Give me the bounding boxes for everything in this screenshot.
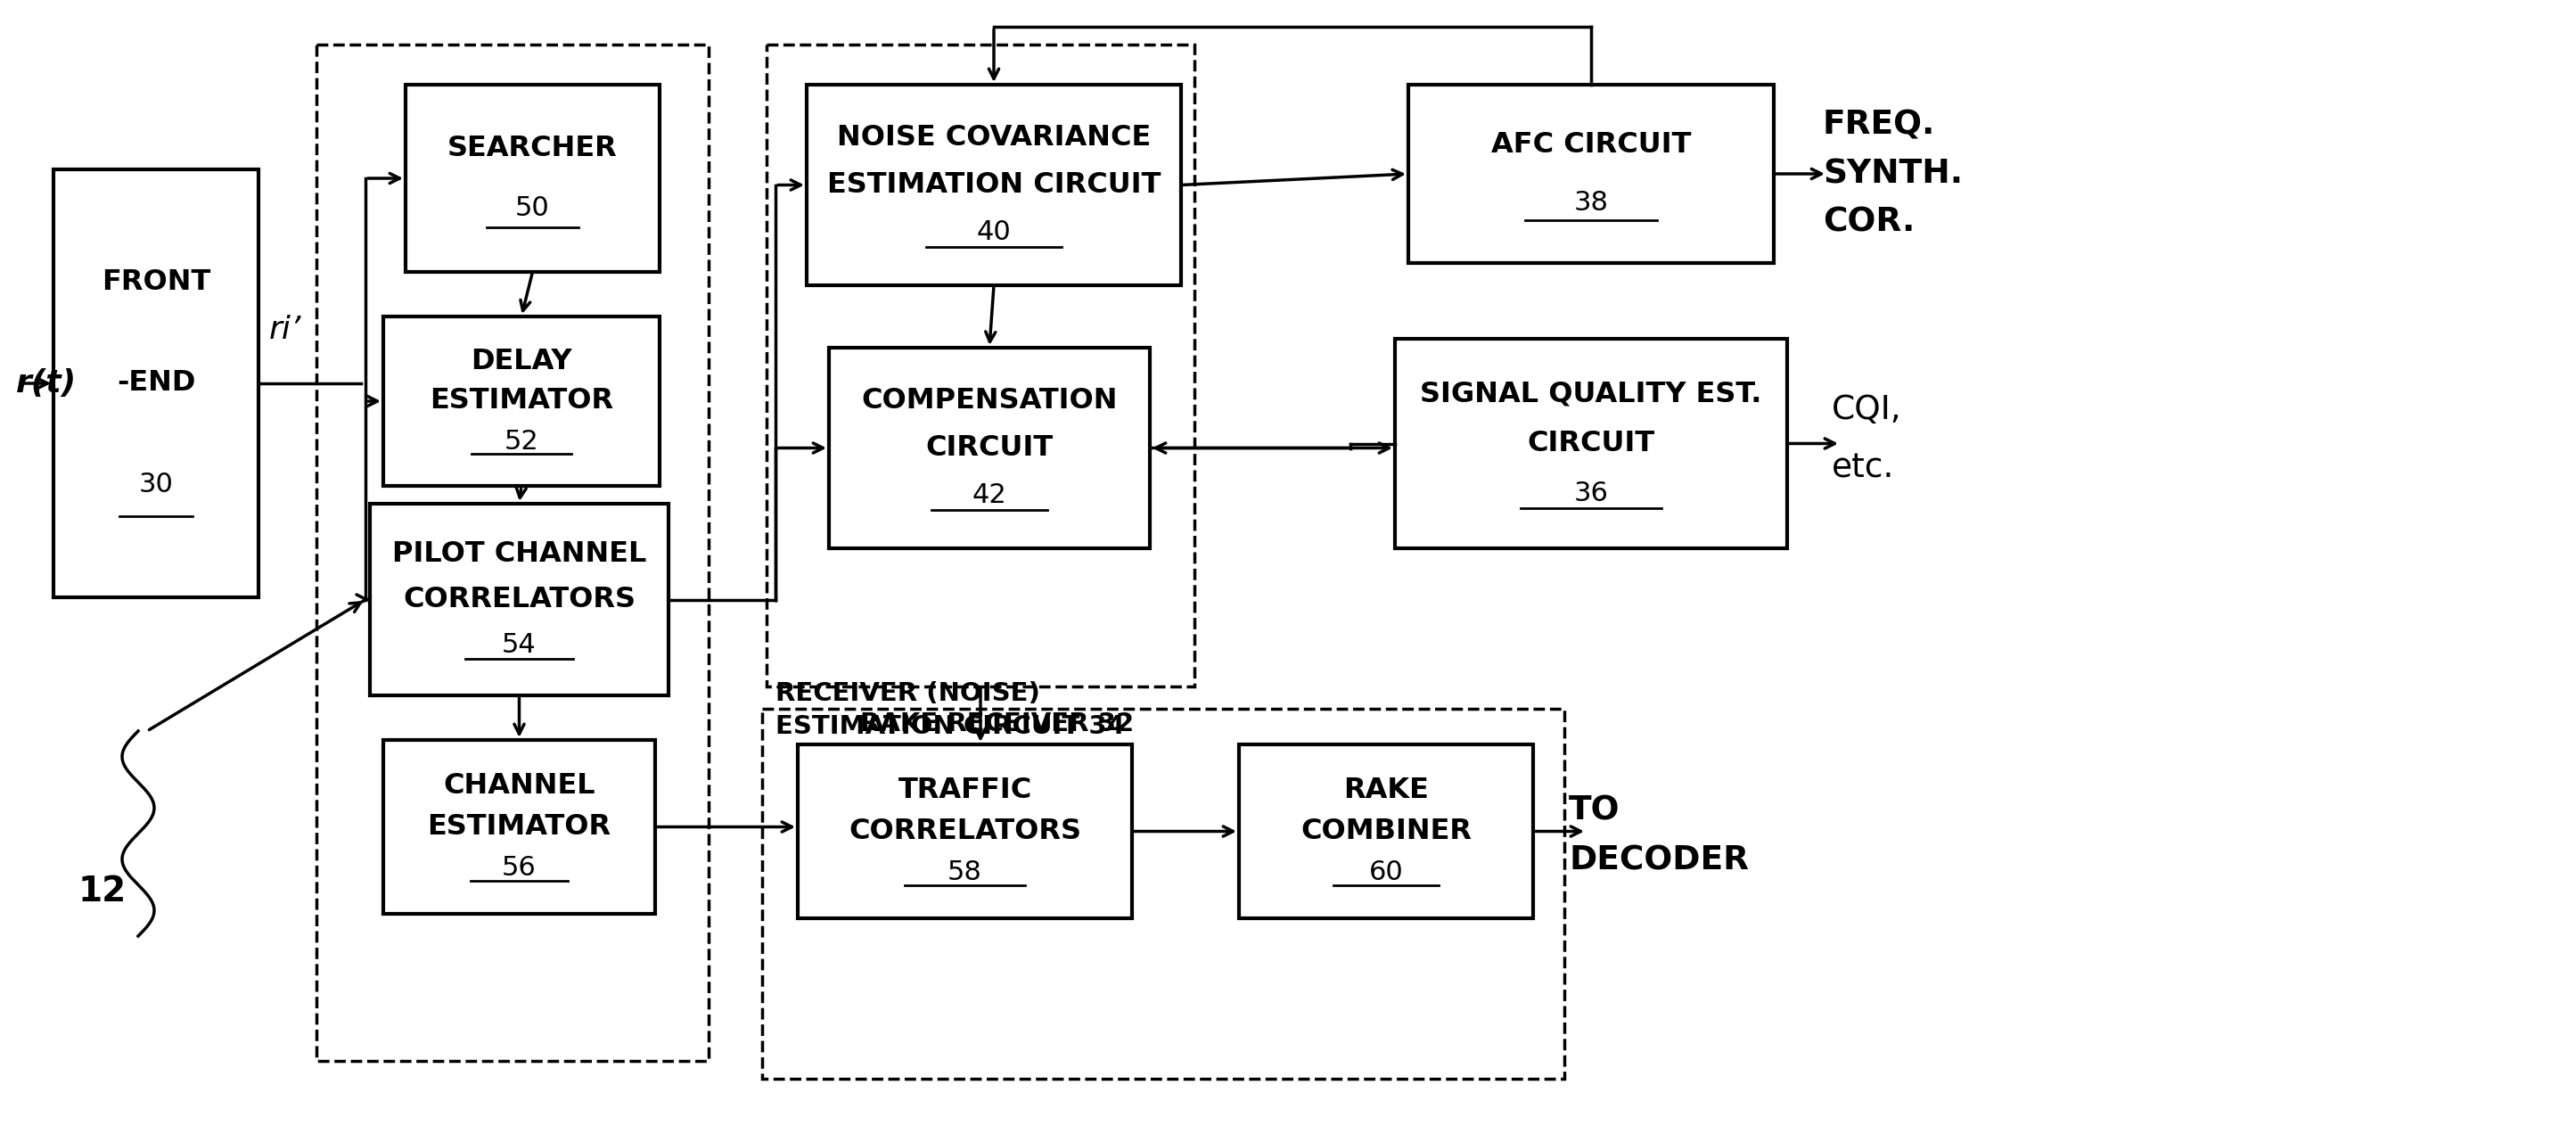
Text: CORRELATORS: CORRELATORS [402, 586, 636, 614]
Text: PILOT CHANNEL: PILOT CHANNEL [392, 540, 647, 568]
Text: ESTIMATION CIRCUIT 34: ESTIMATION CIRCUIT 34 [775, 714, 1126, 739]
Text: DELAY: DELAY [471, 347, 572, 375]
Text: -END: -END [116, 369, 196, 397]
Text: COMPENSATION: COMPENSATION [860, 386, 1118, 414]
Text: 50: 50 [515, 196, 549, 222]
Bar [1239, 744, 1533, 919]
Text: ESTIMATOR: ESTIMATOR [430, 387, 613, 415]
Bar [768, 45, 1195, 687]
Bar [317, 45, 708, 1061]
Bar [762, 708, 1564, 1079]
Text: CORRELATORS: CORRELATORS [848, 817, 1082, 846]
Text: NOISE COVARIANCE: NOISE COVARIANCE [837, 124, 1151, 151]
Text: SYNTH.: SYNTH. [1824, 158, 1963, 190]
Bar [371, 503, 670, 696]
Text: etc.: etc. [1832, 452, 1893, 484]
Text: SIGNAL QUALITY EST.: SIGNAL QUALITY EST. [1419, 381, 1762, 408]
Text: 58: 58 [948, 859, 981, 885]
Text: 36: 36 [1574, 480, 1607, 506]
Text: DECODER: DECODER [1569, 844, 1749, 876]
Bar [806, 84, 1180, 285]
Text: 30: 30 [139, 472, 173, 498]
Text: FRONT: FRONT [100, 268, 211, 296]
Text: 56: 56 [502, 855, 536, 881]
Bar [1409, 84, 1775, 263]
Bar [799, 744, 1131, 919]
Text: RAKE RECEIVER 32: RAKE RECEIVER 32 [860, 712, 1133, 736]
Text: FREQ.: FREQ. [1824, 109, 1935, 141]
Text: ri’: ri’ [268, 314, 301, 345]
Text: 60: 60 [1368, 859, 1404, 885]
Text: CHANNEL: CHANNEL [443, 772, 595, 799]
Text: ESTIMATOR: ESTIMATOR [428, 813, 611, 841]
Bar [384, 740, 654, 914]
Bar [384, 316, 659, 486]
Text: ESTIMATION CIRCUIT: ESTIMATION CIRCUIT [827, 171, 1162, 199]
Text: 42: 42 [971, 483, 1007, 509]
Bar [404, 84, 659, 271]
Text: 38: 38 [1574, 189, 1607, 215]
Text: CQI,: CQI, [1832, 394, 1901, 426]
Text: 52: 52 [505, 428, 538, 454]
Text: r(t): r(t) [15, 368, 77, 399]
Text: 40: 40 [976, 220, 1012, 245]
Text: AFC CIRCUIT: AFC CIRCUIT [1492, 132, 1690, 159]
Text: CIRCUIT: CIRCUIT [1528, 430, 1654, 457]
Bar [1396, 339, 1788, 548]
Text: COR.: COR. [1824, 207, 1914, 239]
Text: RAKE: RAKE [1342, 776, 1430, 804]
Bar [54, 169, 258, 597]
Text: SEARCHER: SEARCHER [448, 134, 618, 162]
Text: TRAFFIC: TRAFFIC [899, 776, 1033, 804]
Text: TO: TO [1569, 795, 1620, 828]
Text: 12: 12 [77, 875, 126, 909]
Text: CIRCUIT: CIRCUIT [925, 435, 1054, 462]
Text: 54: 54 [502, 632, 536, 658]
Text: RECEIVER (NOISE): RECEIVER (NOISE) [775, 681, 1041, 706]
Text: COMBINER: COMBINER [1301, 817, 1471, 846]
Bar [829, 348, 1149, 548]
